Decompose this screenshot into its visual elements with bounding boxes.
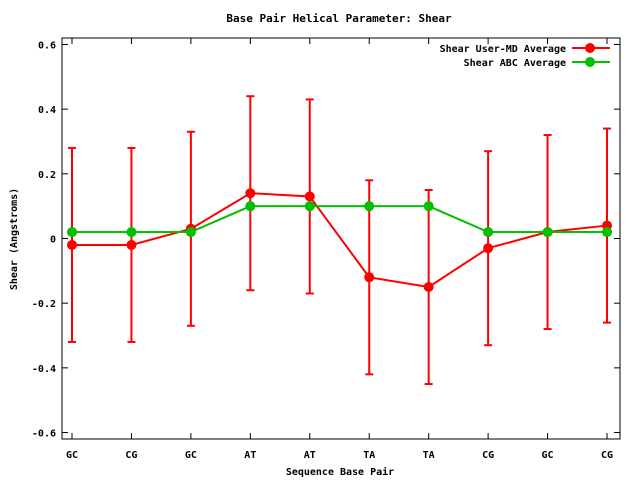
x-tick-label: AT <box>244 450 256 461</box>
data-point <box>185 227 196 238</box>
data-point <box>304 191 315 202</box>
x-tick-label: GC <box>66 450 78 461</box>
y-tick-label: -0.6 <box>32 429 56 440</box>
x-tick-label: AT <box>304 450 316 461</box>
data-point <box>67 227 77 238</box>
data-point <box>483 243 494 254</box>
y-axis-ticks: -0.6 -0.4 -0.2 0 0.2 0.4 0.6 <box>32 40 620 440</box>
data-point <box>483 227 494 238</box>
data-point <box>542 227 553 238</box>
data-point <box>126 239 137 250</box>
y-tick-label: 0.6 <box>38 40 56 51</box>
legend-label: Shear ABC Average <box>464 58 566 69</box>
y-tick-label: 0.2 <box>38 170 56 181</box>
y-tick-label: -0.4 <box>32 364 56 375</box>
series-2 <box>67 201 612 238</box>
data-point <box>364 272 375 283</box>
data-point <box>245 188 256 199</box>
y-axis-label: Shear (Angstroms) <box>9 188 20 290</box>
x-tick-label: TA <box>363 450 375 461</box>
data-point <box>423 201 434 212</box>
x-axis-ticks: GC CG GC AT AT TA TA CG GC CG <box>66 38 613 461</box>
data-point <box>602 227 612 238</box>
x-tick-label: CG <box>125 450 137 461</box>
series-line <box>72 205 607 234</box>
x-tick-label: GC <box>185 450 197 461</box>
legend-label: Shear User-MD Average <box>440 44 566 55</box>
data-point <box>304 201 315 212</box>
legend-marker <box>585 57 595 67</box>
data-point <box>126 227 137 238</box>
series-line <box>72 192 608 289</box>
x-axis-label: Sequence Base Pair <box>286 466 394 478</box>
y-tick-label: 0 <box>50 235 56 246</box>
data-point <box>364 201 375 212</box>
x-tick-label: CG <box>482 450 494 461</box>
x-tick-label: TA <box>423 450 435 461</box>
y-tick-label: -0.2 <box>32 299 56 310</box>
x-tick-label: GC <box>542 450 554 461</box>
data-point <box>423 282 434 293</box>
y-tick-label: 0.4 <box>38 105 56 116</box>
legend: Shear User-MD Average Shear ABC Average <box>440 43 610 69</box>
data-point <box>67 239 77 250</box>
legend-marker <box>585 43 595 53</box>
series-layer <box>67 95 612 386</box>
chart-title: Base Pair Helical Parameter: Shear <box>226 12 452 25</box>
data-point <box>245 201 256 212</box>
x-tick-label: CG <box>601 450 613 461</box>
series-1 <box>67 95 612 386</box>
